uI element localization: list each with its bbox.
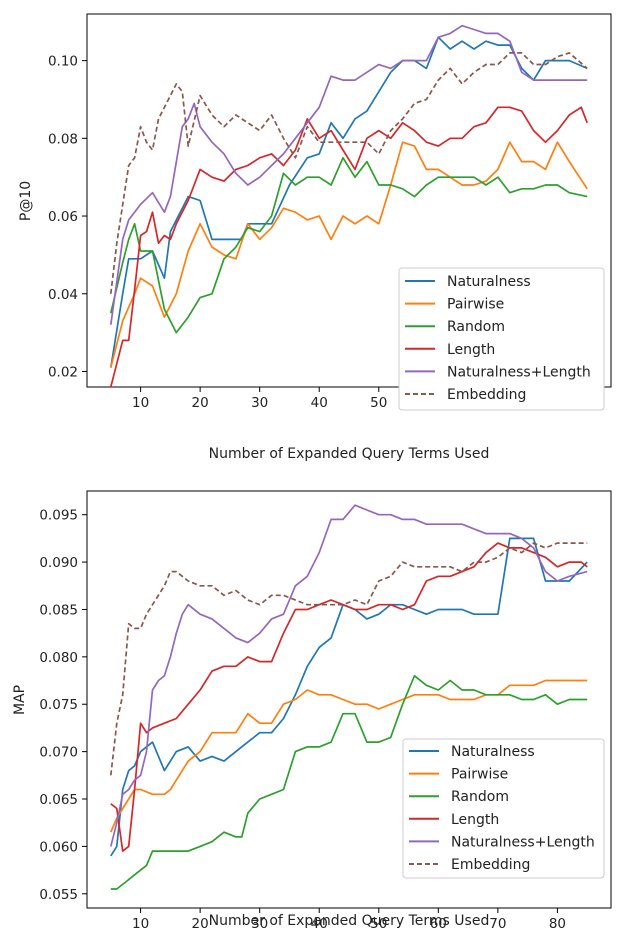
series-line-length <box>109 106 588 388</box>
x-tick-label: 30 <box>251 395 268 411</box>
x-tick-label: 60 <box>430 916 447 932</box>
series-line-naturalness-length <box>109 504 588 847</box>
series-line-pairwise <box>109 141 588 368</box>
y-axis: 0.055 0.060 0.065 0.070 0.075 0.080 0.085 0.090… <box>39 508 87 903</box>
series-line-naturalness-length <box>109 24 588 325</box>
series-line-length <box>110 542 588 852</box>
legend-label: Naturalness <box>447 274 531 290</box>
axes-frame <box>86 13 612 388</box>
x-axis-label: Number of Expanded Query Terms Used <box>209 913 490 929</box>
y-tick-label: 0.070 <box>39 745 78 761</box>
legend-label: Naturalness+Length <box>451 834 595 850</box>
y-tick-label: 0.06 <box>48 209 78 225</box>
series-line-naturalness <box>110 537 588 857</box>
legend-label: Length <box>447 342 495 358</box>
y-tick-label: 0.10 <box>48 54 78 70</box>
y-tick-label: 0.080 <box>39 650 78 666</box>
legend: Naturalness Pairwise Random Length Naturalne… <box>402 738 605 879</box>
y-tick-label: 0.095 <box>39 508 78 524</box>
y-tick-label: 0.085 <box>39 602 78 618</box>
y-tick-label: 0.075 <box>39 697 78 713</box>
y-axis-label: P@10 <box>18 181 34 221</box>
x-axis: 10 20 30 40 50 60 70 80 <box>132 908 566 932</box>
x-tick-label: 40 <box>311 395 328 411</box>
series-line-random <box>110 674 588 890</box>
legend-label: Embedding <box>447 387 526 403</box>
series-line-naturalness <box>109 36 588 368</box>
legend-label: Pairwise <box>447 297 504 313</box>
plot-lines <box>109 504 588 890</box>
x-tick-label: 50 <box>370 395 387 411</box>
x-tick-label: 10 <box>132 916 149 932</box>
series-line-embedding <box>109 52 588 294</box>
x-tick-label: 10 <box>132 395 149 411</box>
y-tick-label: 0.065 <box>39 792 78 808</box>
series-line-random <box>109 156 588 334</box>
y-tick-label: 0.02 <box>48 364 78 380</box>
legend-box <box>402 738 605 879</box>
legend-label: Random <box>451 789 509 805</box>
series-line-embedding <box>109 542 588 776</box>
axes-frame <box>86 490 612 909</box>
x-tick-label: 20 <box>192 916 209 932</box>
legend-label: Naturalness <box>451 744 535 760</box>
x-tick-label: 80 <box>549 916 566 932</box>
legend-label: Length <box>451 812 499 828</box>
chart-map: 10 20 30 40 50 60 70 80 0.0550.0600.0650.0700.0… <box>12 490 612 932</box>
x-tick-label: 40 <box>311 916 328 932</box>
y-axis-label: MAP <box>12 685 28 715</box>
y-tick-label: 0.04 <box>48 287 78 303</box>
legend-box <box>398 267 605 411</box>
x-tick-label: 30 <box>251 916 268 932</box>
legend: Naturalness Pairwise Random Length Naturalne… <box>398 267 605 411</box>
x-tick-label: 70 <box>489 916 506 932</box>
legend-label: Random <box>447 319 505 335</box>
plot-lines <box>109 24 588 388</box>
x-axis-label: Number of Expanded Query Terms Used <box>209 446 490 462</box>
y-tick-label: 0.060 <box>39 839 78 855</box>
legend-label: Naturalness+Length <box>447 364 591 380</box>
y-tick-label: 0.055 <box>39 887 78 903</box>
legend-label: Pairwise <box>451 767 508 783</box>
y-axis: 0.02 0.04 0.06 0.08 0.10 <box>48 54 87 380</box>
legend-label: Embedding <box>451 857 530 873</box>
x-tick-label: 50 <box>370 916 387 932</box>
x-tick-label: 20 <box>192 395 209 411</box>
y-tick-label: 0.090 <box>39 555 78 571</box>
y-tick-label: 0.08 <box>48 131 78 147</box>
